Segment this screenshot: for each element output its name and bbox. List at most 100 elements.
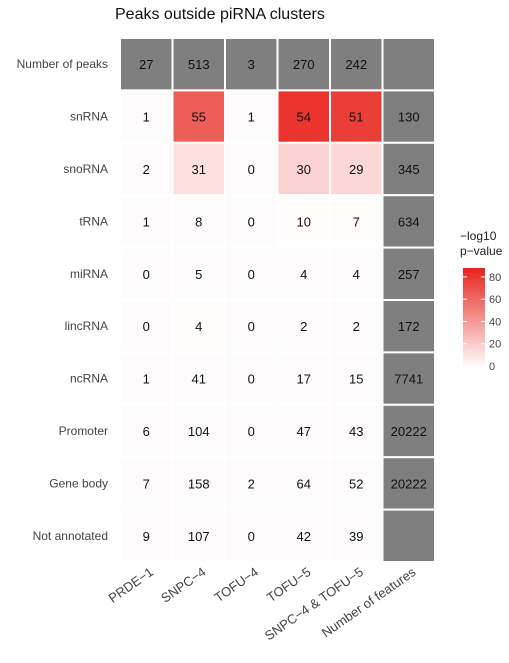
column-label: TOFU−4 (211, 564, 261, 605)
heatmap-cell (224, 299, 279, 354)
cell-value: 345 (398, 162, 420, 177)
cell-value: 4 (300, 267, 307, 282)
legend-gradient-band (463, 292, 485, 296)
cell-value: 1 (143, 110, 150, 125)
heatmap-cell (276, 89, 331, 144)
legend-gradient-band (463, 307, 485, 311)
legend-gradient-band (463, 302, 485, 306)
cell-value: 104 (188, 424, 210, 439)
row-label: snoRNA (63, 162, 108, 176)
cell-value: 54 (297, 110, 311, 125)
cell-value: 1 (143, 372, 150, 387)
legend-gradient-band (463, 331, 485, 335)
legend-gradient-band (463, 277, 485, 281)
legend-gradient-band (463, 319, 485, 323)
legend-gradient-band (463, 312, 485, 316)
cell-value: 55 (192, 110, 206, 125)
heatmap-cell (276, 456, 331, 511)
cell-value: 42 (297, 529, 311, 544)
heatmap-cell (171, 508, 226, 564)
cell-value: 4 (195, 319, 202, 334)
heatmap-cell (276, 299, 331, 354)
legend-gradient-band (463, 358, 485, 362)
heatmap-cell (381, 508, 436, 564)
cell-value: 107 (188, 529, 210, 544)
legend-gradient-band (463, 346, 485, 350)
chart-title: Peaks outside piRNA clusters (115, 6, 325, 23)
column-label: SNPC−4 (158, 564, 208, 606)
legend-gradient-band (463, 363, 485, 367)
row-label: tRNA (79, 214, 108, 228)
legend-gradient-band (463, 282, 485, 286)
legend-gradient-band (463, 348, 485, 352)
cell-value: 52 (349, 476, 363, 491)
cell-value: 1 (248, 110, 255, 125)
legend-gradient-band (463, 285, 485, 289)
cell-value: 0 (248, 424, 255, 439)
legend-gradient-band (463, 329, 485, 333)
cell-value: 17 (297, 372, 311, 387)
cell-value: 242 (345, 57, 367, 72)
cell-value: 2 (248, 476, 255, 491)
cell-value: 20222 (391, 476, 427, 491)
cell-value: 172 (398, 319, 420, 334)
cell-value: 1 (143, 214, 150, 229)
row-label: ncRNA (70, 372, 108, 386)
row-label: snRNA (70, 110, 108, 124)
legend-gradient-band (463, 341, 485, 345)
cell-value: 0 (248, 214, 255, 229)
heatmap-cell (276, 351, 331, 406)
heatmap-cell (329, 246, 384, 302)
heatmap-cell (119, 89, 174, 144)
legend-gradient-band (463, 309, 485, 313)
column-label: PRDE−1 (106, 564, 156, 606)
cell-value: 20222 (391, 424, 427, 439)
legend-tick-label: 40 (489, 316, 501, 328)
legend-gradient-band (463, 353, 485, 357)
legend-gradient-band (463, 334, 485, 338)
cell-value: 0 (143, 319, 150, 334)
legend-gradient-band (463, 304, 485, 308)
heatmap-cell (171, 89, 226, 144)
legend-title: p−value (460, 244, 503, 258)
cell-value: 41 (192, 372, 206, 387)
legend-gradient-band (463, 272, 485, 276)
legend-gradient-band (463, 356, 485, 360)
legend-gradient-band (463, 275, 485, 279)
legend-tick-label: 20 (489, 339, 501, 351)
cell-value: 39 (349, 529, 363, 544)
legend-gradient-band (463, 324, 485, 328)
cell-value: 513 (188, 57, 210, 72)
cell-value: 3 (248, 57, 255, 72)
heatmap-cell (381, 89, 436, 144)
cell-value: 257 (398, 267, 420, 282)
legend-gradient-band (463, 336, 485, 340)
cell-value: 2 (353, 319, 360, 334)
cell-value: 43 (349, 424, 363, 439)
legend-gradient-band (463, 294, 485, 298)
legend-gradient-band (463, 268, 485, 272)
cell-value: 130 (398, 110, 420, 125)
legend-tick-label: 0 (489, 361, 495, 373)
legend-tick-label: 80 (489, 272, 501, 284)
row-label: Number of peaks (17, 57, 108, 71)
heatmap-cell (171, 141, 226, 197)
heatmap-cell (381, 246, 436, 302)
cell-value: 47 (297, 424, 311, 439)
heatmap-cell (381, 351, 436, 406)
cell-value: 7741 (394, 372, 423, 387)
legend-gradient-band (463, 290, 485, 294)
heatmap-cell (329, 403, 384, 459)
cell-value: 2 (300, 319, 307, 334)
heatmap-cell (224, 89, 279, 144)
legend-gradient-band (463, 361, 485, 365)
cell-value: 0 (248, 319, 255, 334)
row-label: lincRNA (65, 319, 108, 333)
legend-gradient-band (463, 339, 485, 343)
cell-value: 2 (143, 162, 150, 177)
heatmap-cell (119, 246, 174, 302)
legend-gradient-band (463, 326, 485, 330)
cell-value: 4 (353, 267, 360, 282)
cell-value: 0 (248, 162, 255, 177)
